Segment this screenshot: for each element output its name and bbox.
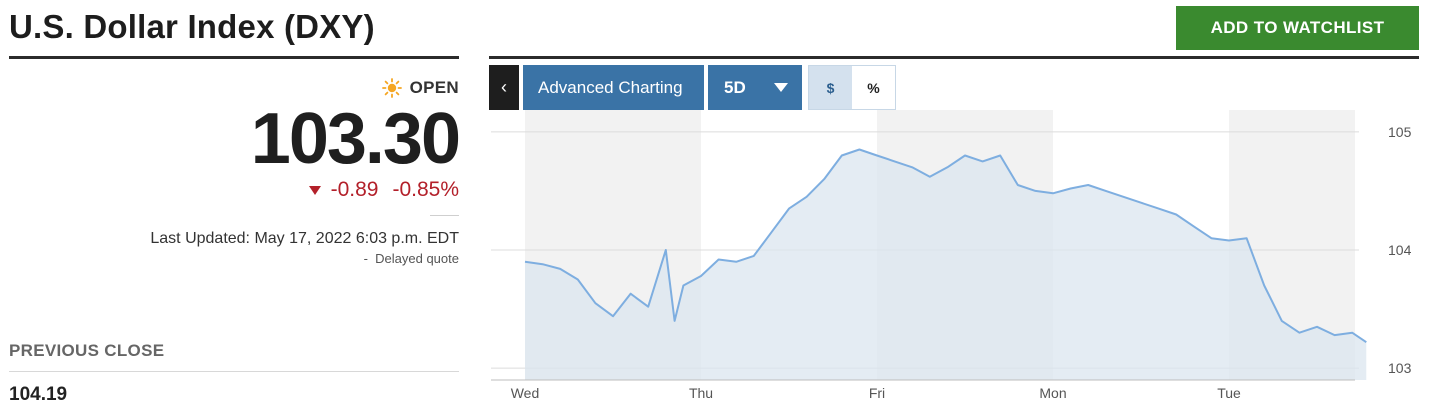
price-line: [524, 148, 1367, 344]
y-tick-label: 105: [1388, 124, 1412, 140]
last-price: 103.30: [250, 99, 461, 179]
x-tick-label: Wed: [511, 385, 540, 401]
page-title: U.S. Dollar Index (DXY): [9, 8, 375, 45]
market-status: OPEN: [381, 78, 459, 98]
y-axis: 103 104 105: [1388, 124, 1412, 376]
previous-close-label: PREVIOUS CLOSE: [9, 341, 165, 360]
x-tick-label: Thu: [689, 385, 713, 401]
change-percent: -0.85%: [392, 178, 459, 201]
previous-close-value: 104.19: [9, 384, 68, 405]
x-tick-label: Mon: [1039, 385, 1066, 401]
range-value: 5D: [724, 77, 746, 97]
x-tick-label: Tue: [1217, 385, 1241, 401]
previous-close-divider: [9, 371, 459, 372]
market-status-label: OPEN: [409, 78, 459, 97]
percent-toggle-button[interactable]: %: [852, 66, 895, 109]
range-dropdown[interactable]: 5D: [708, 65, 802, 110]
price-area: [525, 149, 1367, 380]
down-arrow-icon: [308, 185, 321, 195]
x-tick-label: Fri: [869, 385, 885, 401]
advanced-charting-button[interactable]: Advanced Charting: [523, 65, 704, 110]
price-change: -0.89 -0.85%: [308, 178, 459, 202]
chart-divider: [489, 56, 1419, 59]
add-to-watchlist-button[interactable]: ADD TO WATCHLIST: [1176, 6, 1419, 50]
x-axis: Wed Thu Fri Mon Tue: [491, 379, 1355, 401]
chevron-down-icon: [774, 83, 788, 92]
chevron-left-icon[interactable]: ‹: [489, 65, 519, 110]
sun-icon: [381, 78, 402, 98]
chart-toolbar: ‹ Advanced Charting 5D $ %: [489, 65, 896, 110]
delayed-quote-note: - Delayed quote: [363, 251, 459, 266]
y-tick-label: 104: [1388, 242, 1412, 258]
y-tick-label: 103: [1388, 360, 1412, 376]
dollar-toggle-button[interactable]: $: [809, 66, 852, 109]
change-divider: [430, 215, 459, 216]
change-value: -0.89: [330, 178, 379, 201]
title-divider: [9, 56, 459, 59]
price-chart[interactable]: 103 104 105 Wed Thu Fri Mon Tue: [489, 110, 1434, 410]
unit-toggle: $ %: [808, 65, 896, 110]
last-updated: Last Updated: May 17, 2022 6:03 p.m. EDT: [150, 230, 459, 247]
